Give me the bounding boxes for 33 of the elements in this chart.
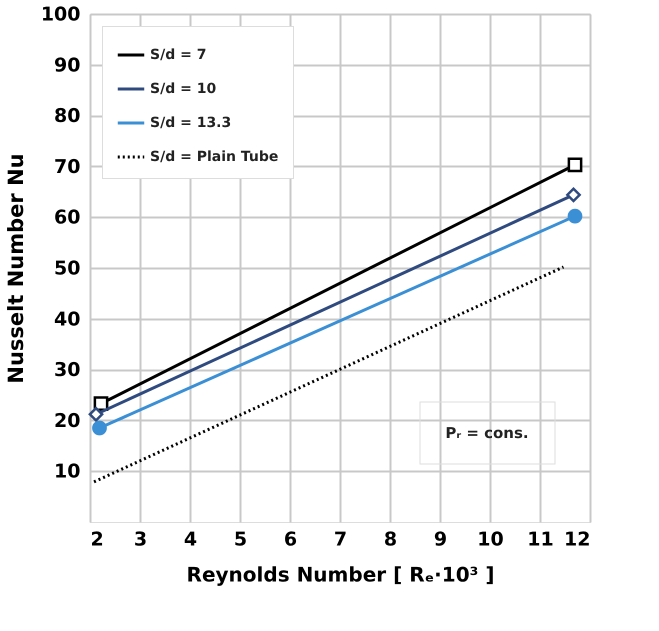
x-tick-label: 9 (434, 528, 448, 550)
legend-label: S/d = 7 (150, 47, 206, 63)
y-tick-label: 90 (54, 54, 80, 76)
point (92, 420, 107, 436)
legend-label: S/d = Plain Tube (150, 149, 278, 165)
y-tick-label: 100 (40, 4, 80, 26)
y-tick-label: 50 (54, 258, 80, 280)
x-tick-label: 11 (527, 528, 554, 550)
point (568, 158, 582, 172)
legend-label: S/d = 10 (150, 81, 216, 97)
x-tick-label: 5 (234, 528, 248, 550)
x-tick-label: 7 (334, 528, 348, 550)
x-tick-label: 10 (477, 528, 504, 550)
y-tick-label: 60 (54, 206, 80, 229)
y-tick-label: 70 (54, 156, 80, 178)
x-axis-title: Reynolds Number [ Rₑ·10³ ] (186, 562, 494, 586)
y-tick-label: 20 (54, 410, 80, 432)
y-tick-label: 30 (54, 359, 80, 382)
x-tick-label: 3 (134, 528, 148, 550)
x-tick-label: 2 (90, 528, 104, 550)
y-tick-label: 10 (54, 460, 80, 483)
point (88, 406, 104, 422)
x-tick-label: 8 (384, 528, 398, 550)
x-tick-label: 12 (564, 528, 590, 550)
x-tick-label: 4 (184, 528, 198, 550)
y-tick-label: 80 (54, 105, 80, 128)
y-tick-label: 40 (54, 308, 80, 330)
x-tick-label: 6 (284, 528, 298, 550)
legend-label: S/d = 13.3 (150, 115, 232, 131)
y-axis-title: Nusselt Number Nu (4, 153, 28, 384)
point (568, 208, 582, 224)
annotation: Pᵣ = cons. (445, 424, 529, 442)
point (566, 187, 581, 202)
